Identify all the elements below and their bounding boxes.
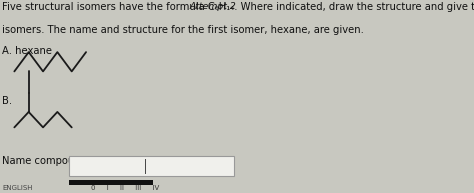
FancyBboxPatch shape <box>69 156 234 176</box>
Text: 0     I     II     III     IV: 0 I II III IV <box>91 185 159 191</box>
Text: A. hexane: A. hexane <box>2 46 53 56</box>
Text: Attempt 2: Attempt 2 <box>190 2 237 11</box>
Text: B.: B. <box>2 96 12 107</box>
Bar <box>69 180 153 185</box>
Text: Name compound B: Name compound B <box>2 156 97 166</box>
Text: Five structural isomers have the formula C₆H₁₄. Where indicated, draw the struct: Five structural isomers have the formula… <box>2 2 474 12</box>
Text: ENGLISH: ENGLISH <box>2 185 33 191</box>
Text: isomers. The name and structure for the first isomer, hexane, are given.: isomers. The name and structure for the … <box>2 25 364 35</box>
